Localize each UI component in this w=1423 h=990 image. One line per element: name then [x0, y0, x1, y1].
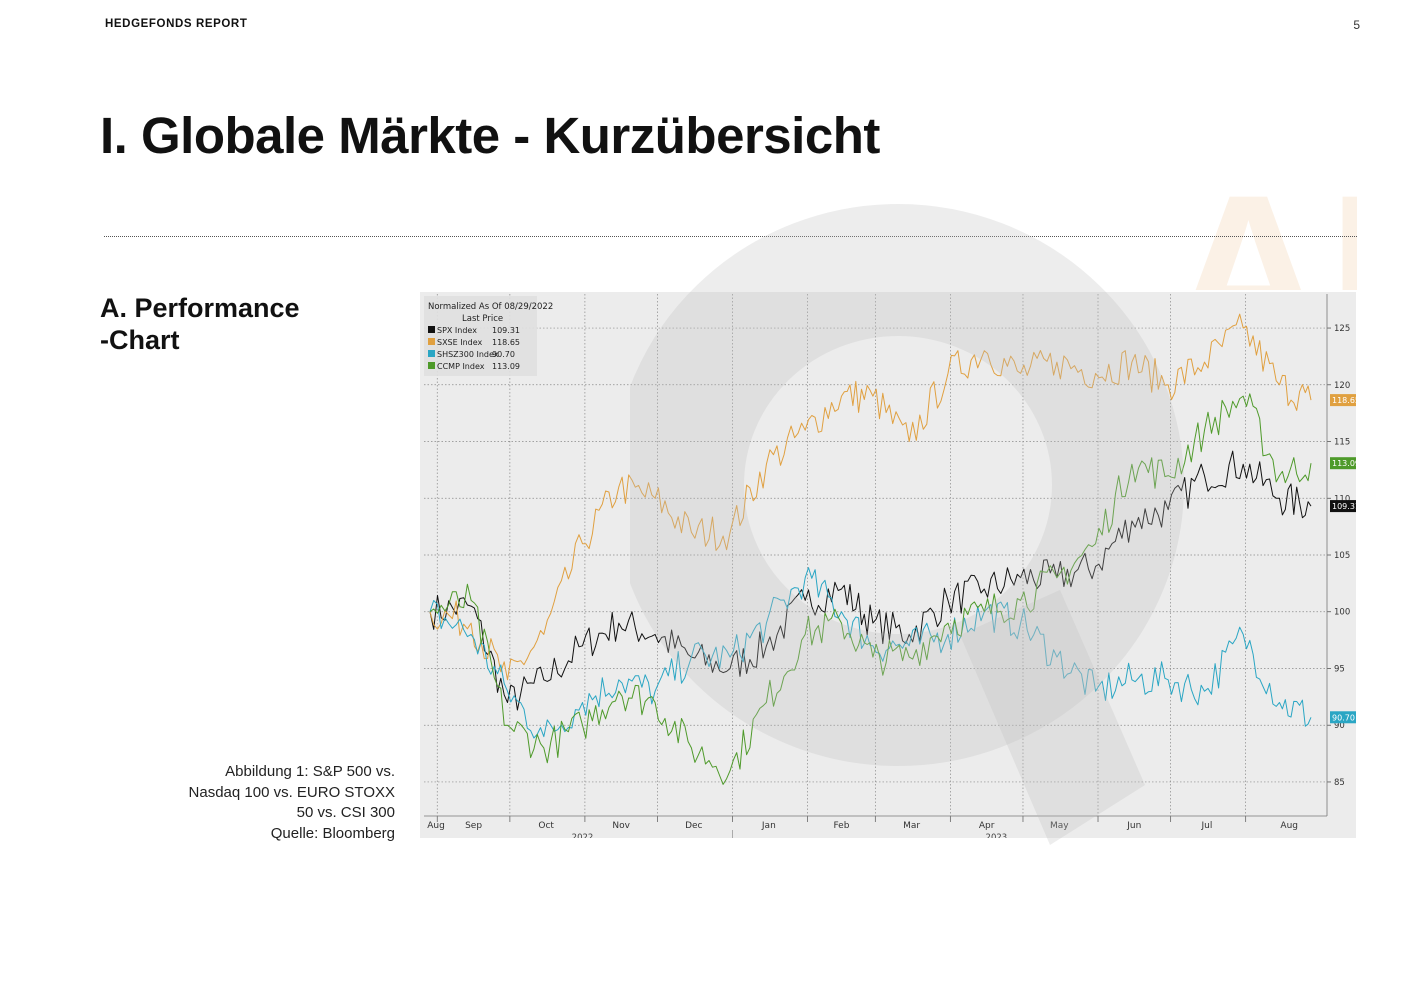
x-tick-label: Jun: [1126, 821, 1141, 831]
last-price-badge-shsz300: [1330, 711, 1356, 724]
legend-swatch: [428, 326, 435, 333]
section-title-line1: A. Performance: [100, 293, 300, 323]
last-price-badge-sxse: [1330, 394, 1356, 407]
legend-entry-value: 118.65: [492, 338, 520, 347]
legend-swatch: [428, 338, 435, 345]
last-price-label: 90.70: [1332, 713, 1355, 722]
x-tick-label: May: [1050, 821, 1069, 831]
caption-line: Abbildung 1: S&P 500 vs.: [225, 763, 395, 780]
y-tick-label: 90: [1334, 721, 1345, 731]
y-tick-label: 100: [1334, 608, 1350, 618]
last-price-label: 118.65: [1332, 396, 1356, 405]
legend-swatch: [428, 350, 435, 357]
figure-caption: Abbildung 1: S&P 500 vs. Nasdaq 100 vs. …: [150, 762, 395, 844]
x-year-label: 2022: [572, 833, 594, 838]
section-title: A. Performance -Chart: [100, 292, 300, 356]
y-tick-label: 110: [1334, 494, 1350, 504]
chart-background: [420, 292, 1356, 838]
performance-chart: Aug Sep Oct Nov Dec Jan Feb Mar Apr May Jun Jul Aug 2…: [420, 292, 1356, 838]
legend-entry-value: 113.09: [492, 362, 520, 371]
watermark-corner-text: AI: [1169, 149, 1357, 290]
x-tick-label: Aug: [427, 821, 445, 831]
y-tick-label: 120: [1334, 381, 1350, 391]
divider: [104, 236, 1357, 237]
legend-subheader: Last Price: [462, 314, 503, 324]
legend-entry-name: CCMP Index: [437, 362, 485, 371]
series-line-sxse: [429, 313, 1312, 681]
page-title: I. Globale Märkte - Kurzübersicht: [100, 107, 880, 164]
x-tick-label: Jan: [761, 821, 776, 831]
caption-line: 50 vs. CSI 300: [296, 804, 395, 821]
x-tick-label: Jul: [1200, 821, 1212, 831]
page-number: 5: [1353, 18, 1360, 32]
legend-entry-name: SHSZ300 Index: [437, 350, 499, 359]
x-tick-label: Sep: [465, 821, 482, 831]
y-tick-label: 95: [1334, 664, 1345, 674]
legend-entry-value: 90.70: [492, 350, 515, 359]
legend-entry-name: SXSE Index: [437, 338, 483, 347]
caption-line: Nasdaq 100 vs. EURO STOXX: [188, 783, 395, 801]
y-tick-label: 125: [1334, 324, 1350, 334]
x-tick-label: Dec: [685, 821, 702, 831]
last-price-label: 109.31: [1332, 502, 1356, 511]
performance-chart-svg: Aug Sep Oct Nov Dec Jan Feb Mar Apr May Jun Jul Aug 2…: [420, 292, 1356, 838]
y-tick-label: 115: [1334, 438, 1350, 448]
legend-swatch: [428, 362, 435, 369]
x-tick-label: Nov: [612, 821, 630, 831]
last-price-badge-spx: [1330, 500, 1356, 513]
series-line-shsz300: [429, 567, 1312, 739]
series-line-spx: [429, 450, 1312, 711]
y-tick-label: 85: [1334, 778, 1345, 788]
last-price-label: 113.09: [1332, 459, 1356, 468]
legend-box: [424, 296, 537, 376]
x-tick-label: Apr: [979, 821, 995, 831]
x-tick-label: Oct: [538, 821, 554, 831]
report-label: HEDGEFONDS REPORT: [105, 18, 248, 30]
x-year-label: 2023: [986, 833, 1008, 838]
x-tick-label: Mar: [903, 821, 920, 831]
series-line-ccmp: [429, 393, 1312, 785]
legend-entry-value: 109.31: [492, 326, 520, 335]
x-tick-label: Feb: [833, 821, 849, 831]
y-tick-label: 105: [1334, 551, 1350, 561]
legend-entry-name: SPX Index: [437, 326, 477, 335]
section-title-line2: -Chart: [100, 325, 180, 355]
legend-header: Normalized As Of 08/29/2022: [428, 302, 553, 312]
x-tick-label: Aug: [1280, 821, 1298, 831]
last-price-badge-ccmp: [1330, 457, 1356, 470]
watermark-corner: AI: [1165, 148, 1357, 290]
caption-source: Quelle: Bloomberg: [270, 824, 395, 842]
